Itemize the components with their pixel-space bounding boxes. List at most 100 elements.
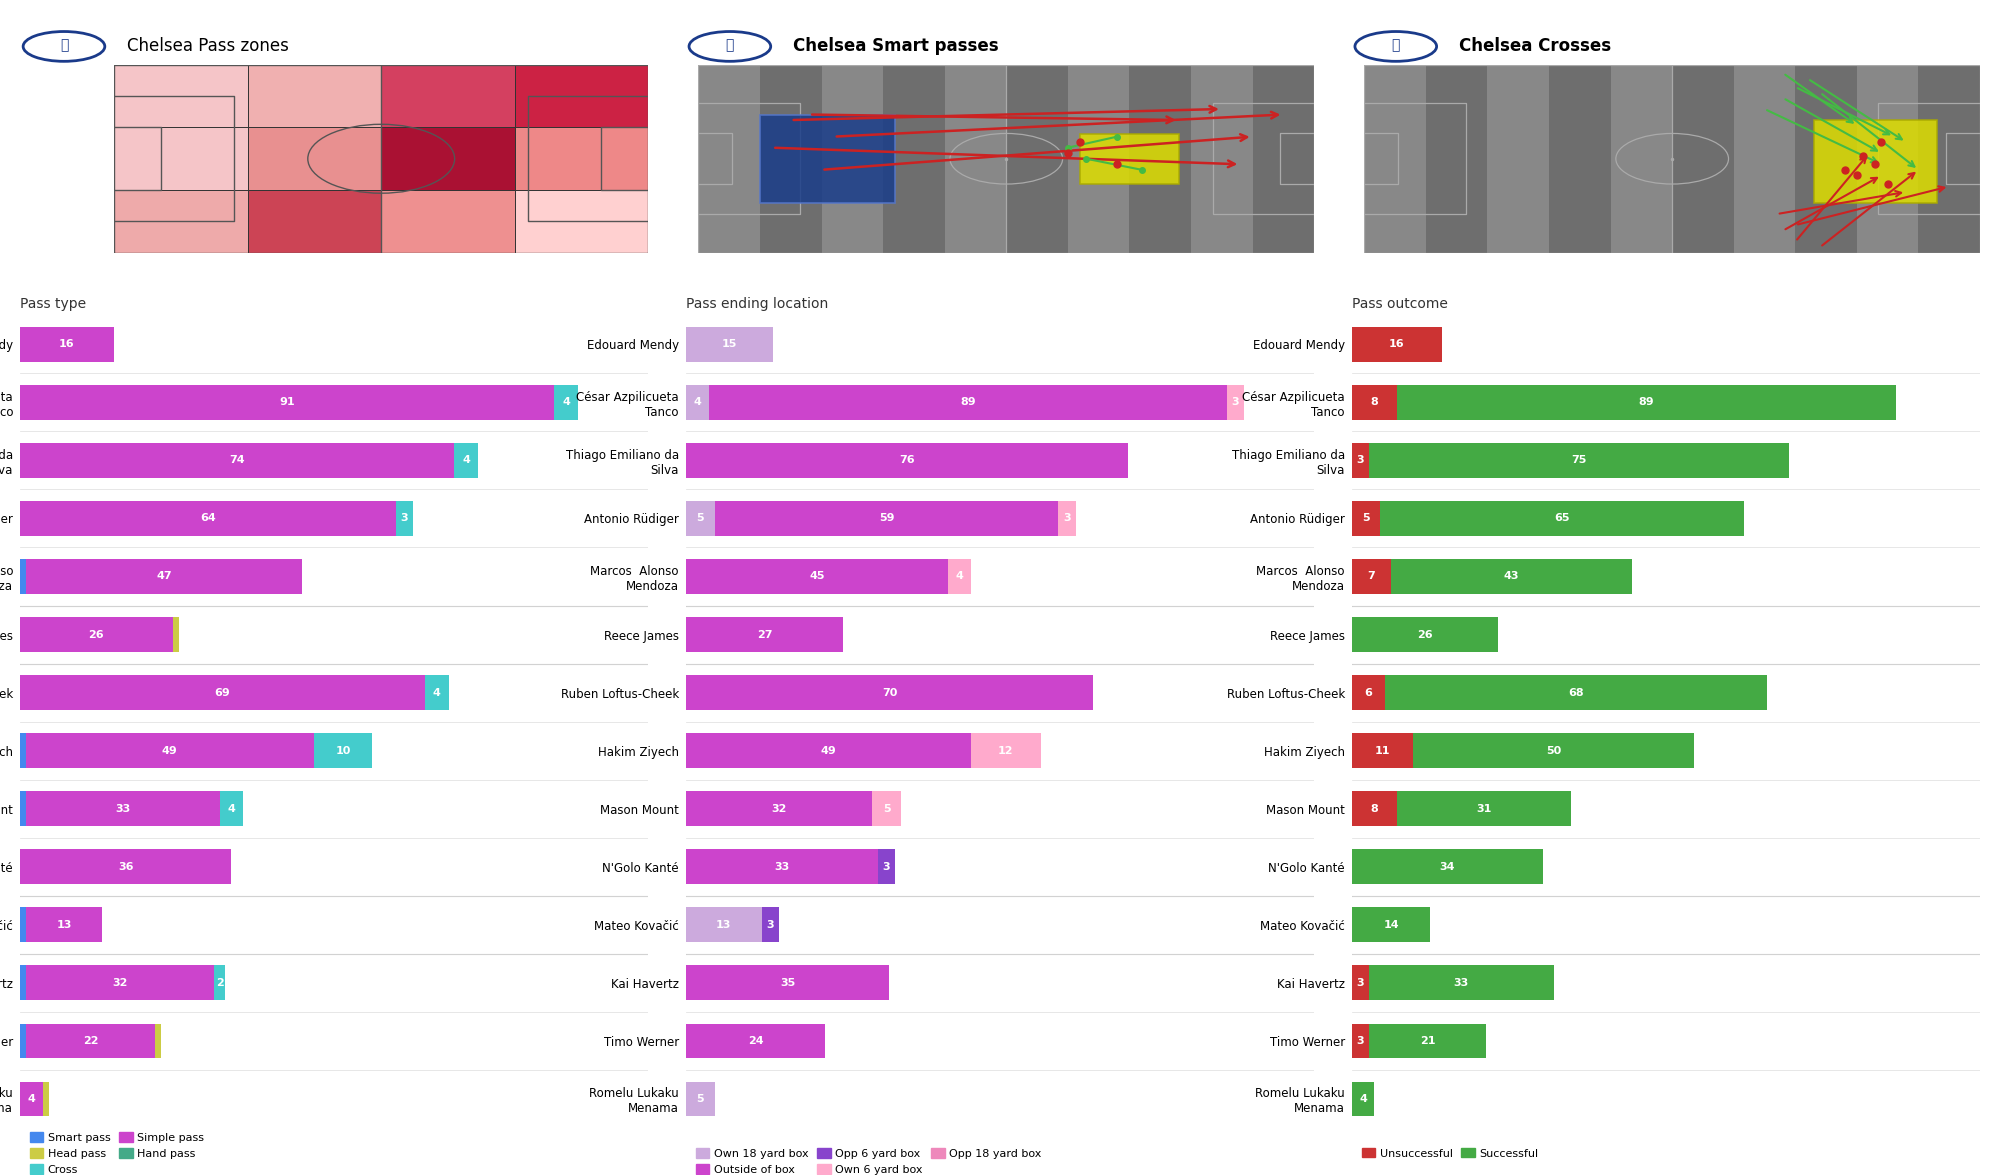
Legend: Unsuccessful, Successful: Unsuccessful, Successful	[1358, 1143, 1542, 1163]
Bar	[1352, 1023, 1368, 1059]
Legend: Smart pass, Head pass, Cross, Simple pass, Hand pass: Smart pass, Head pass, Cross, Simple pas…	[26, 1128, 208, 1175]
Text: 14: 14	[1384, 920, 1398, 929]
Bar	[1380, 501, 1744, 536]
Bar	[1352, 559, 1392, 593]
Text: 8: 8	[1370, 804, 1378, 814]
Text: 36: 36	[118, 861, 134, 872]
Bar	[26, 966, 214, 1000]
Circle shape	[690, 32, 770, 61]
Bar	[1368, 966, 1554, 1000]
Text: 4: 4	[28, 1094, 36, 1104]
Bar	[1396, 791, 1570, 826]
Text: 4: 4	[228, 804, 236, 814]
Bar	[20, 676, 426, 710]
Text: 33: 33	[774, 861, 790, 872]
Bar	[1352, 791, 1396, 826]
Bar	[1352, 1081, 1374, 1116]
Text: 22: 22	[82, 1036, 98, 1046]
Text: 3: 3	[1064, 513, 1070, 523]
Text: 31: 31	[1476, 804, 1492, 814]
Bar	[20, 559, 26, 593]
Text: 33: 33	[1454, 978, 1468, 988]
Bar	[26, 559, 302, 593]
Bar	[1396, 385, 1896, 419]
Bar	[686, 966, 890, 1000]
Text: Pass type: Pass type	[20, 297, 86, 311]
Bar	[20, 907, 26, 942]
Bar	[1226, 385, 1244, 419]
Text: 32: 32	[112, 978, 128, 988]
Bar	[220, 791, 244, 826]
Text: 3: 3	[1356, 456, 1364, 465]
Text: 35: 35	[780, 978, 796, 988]
Bar	[1352, 617, 1498, 652]
Text: Pass ending location: Pass ending location	[686, 297, 828, 311]
Text: 4: 4	[1360, 1094, 1366, 1104]
Circle shape	[24, 32, 104, 61]
Text: 26: 26	[1416, 630, 1432, 639]
Bar	[20, 385, 554, 419]
Bar	[686, 327, 774, 362]
Text: 50: 50	[1546, 746, 1562, 756]
Bar	[20, 791, 26, 826]
Text: 69: 69	[214, 687, 230, 698]
Text: 68: 68	[1568, 687, 1584, 698]
Text: 4: 4	[694, 397, 702, 408]
Text: 5: 5	[1362, 513, 1370, 523]
Text: 4: 4	[432, 687, 440, 698]
Bar	[686, 385, 710, 419]
Text: 21: 21	[1420, 1036, 1436, 1046]
Bar	[20, 850, 232, 884]
Text: 27: 27	[756, 630, 772, 639]
Bar	[20, 617, 172, 652]
Text: 3: 3	[1356, 1036, 1364, 1046]
Bar	[686, 617, 842, 652]
Bar	[1352, 733, 1414, 768]
Bar	[20, 966, 26, 1000]
Bar	[454, 443, 478, 478]
Text: 91: 91	[280, 397, 294, 408]
Bar	[20, 733, 26, 768]
Bar	[214, 966, 226, 1000]
Bar	[1368, 443, 1790, 478]
Bar	[686, 501, 714, 536]
Bar	[1386, 676, 1766, 710]
Text: Chelsea Crosses: Chelsea Crosses	[1458, 38, 1610, 55]
Bar	[20, 443, 454, 478]
Text: 34: 34	[1440, 861, 1454, 872]
Text: 13: 13	[56, 920, 72, 929]
Text: Pass outcome: Pass outcome	[1352, 297, 1448, 311]
Text: 16: 16	[60, 340, 74, 349]
Text: 89: 89	[1638, 397, 1654, 408]
Text: 76: 76	[900, 456, 914, 465]
Text: 4: 4	[956, 571, 964, 582]
Bar	[172, 617, 178, 652]
Text: 13: 13	[716, 920, 732, 929]
Text: 6: 6	[1364, 687, 1372, 698]
Text: Chelsea Pass zones: Chelsea Pass zones	[126, 38, 288, 55]
Text: 5: 5	[696, 513, 704, 523]
Bar	[686, 443, 1128, 478]
Bar	[686, 676, 1094, 710]
Text: 65: 65	[1554, 513, 1570, 523]
Text: ⚽: ⚽	[726, 39, 734, 52]
Bar	[710, 385, 1226, 419]
Text: 4: 4	[462, 456, 470, 465]
Text: 45: 45	[810, 571, 824, 582]
Text: Chelsea Smart passes: Chelsea Smart passes	[792, 38, 998, 55]
Text: 32: 32	[772, 804, 786, 814]
Legend: Own 18 yard box, Outside of box, Opp 6 yard box, Own 6 yard box, Opp 18 yard box: Own 18 yard box, Outside of box, Opp 6 y…	[692, 1144, 1046, 1175]
Bar	[20, 1023, 26, 1059]
Bar	[20, 327, 114, 362]
Bar	[396, 501, 414, 536]
Bar	[948, 559, 970, 593]
Bar	[1352, 676, 1386, 710]
Bar	[1352, 385, 1396, 419]
Bar	[1368, 1023, 1486, 1059]
Bar	[44, 1081, 50, 1116]
Text: 49: 49	[162, 746, 178, 756]
Text: 74: 74	[230, 456, 246, 465]
Text: 24: 24	[748, 1036, 764, 1046]
Text: 59: 59	[878, 513, 894, 523]
Text: 43: 43	[1504, 571, 1520, 582]
